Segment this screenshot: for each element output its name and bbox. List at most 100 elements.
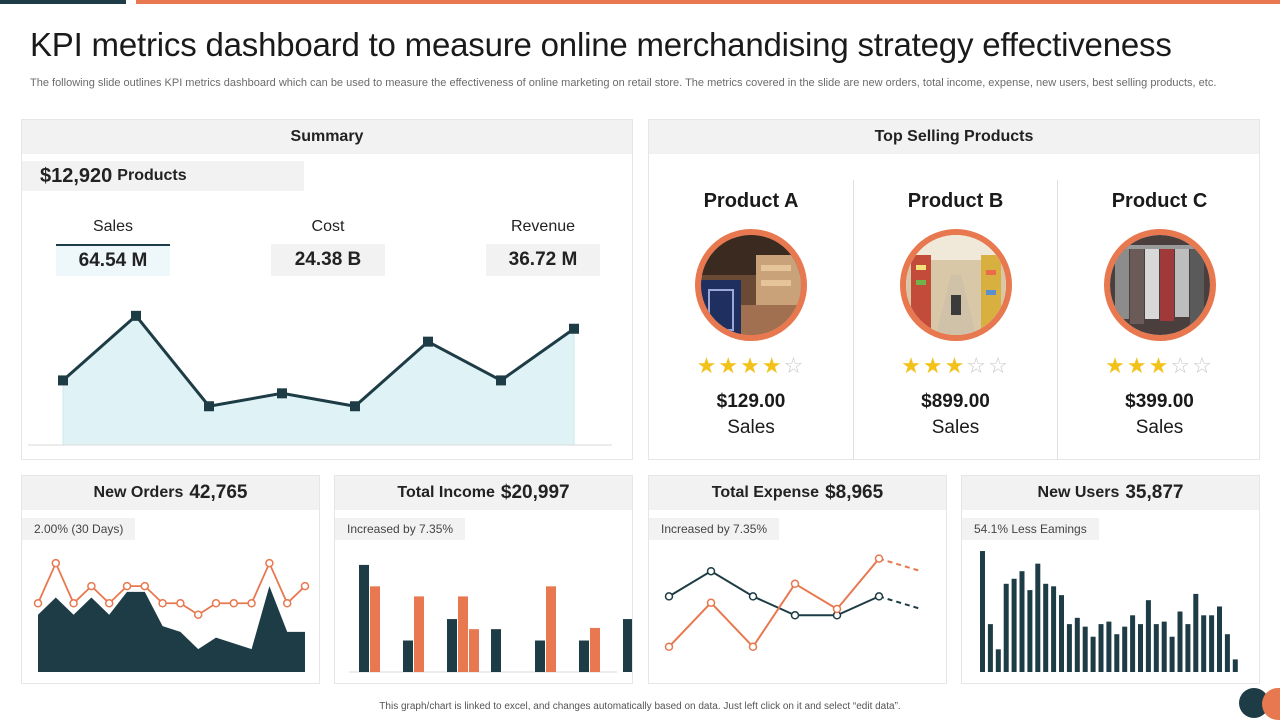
star-filled-icon: ★ xyxy=(696,353,719,378)
bar xyxy=(1098,624,1104,672)
data-point xyxy=(176,599,185,608)
data-point xyxy=(58,375,68,386)
bar xyxy=(579,640,589,672)
product-price: $399.00 xyxy=(1125,391,1194,412)
footer-note: This graph/chart is linked to excel, and… xyxy=(379,701,901,712)
total-expense-card: Total Expense $8,965 Increased by 7.35% xyxy=(648,475,947,684)
data-point xyxy=(33,599,43,608)
rating-stars: ★★★☆☆ xyxy=(1058,353,1261,379)
data-point xyxy=(874,592,884,601)
line-series xyxy=(37,560,306,616)
top-accent-bar-dark xyxy=(0,0,126,4)
store-aisle-photo-icon xyxy=(695,229,807,341)
star-empty-icon: ☆ xyxy=(783,353,806,378)
new-users-chart[interactable] xyxy=(962,546,1259,674)
bar xyxy=(458,596,468,672)
series-forecast-line xyxy=(878,557,922,573)
bar xyxy=(1059,595,1064,672)
bar xyxy=(546,586,556,672)
summary-area-chart[interactable] xyxy=(22,290,632,450)
metric-sales-label: Sales xyxy=(92,218,134,235)
bar xyxy=(469,629,479,672)
star-filled-icon: ★ xyxy=(761,353,784,378)
bar xyxy=(1082,626,1088,672)
data-point xyxy=(204,401,214,412)
star-filled-icon: ★ xyxy=(944,353,967,378)
metric-revenue[interactable]: Revenue 36.72 M xyxy=(486,218,600,276)
bar xyxy=(987,624,993,672)
bar xyxy=(491,629,501,672)
data-point xyxy=(790,611,800,620)
bar xyxy=(1217,606,1222,672)
product-name: Product C xyxy=(1111,190,1208,212)
products-amount: $12,920 xyxy=(40,164,113,187)
star-empty-icon: ☆ xyxy=(966,353,989,378)
star-empty-icon: ☆ xyxy=(1170,353,1193,378)
data-point xyxy=(122,581,132,591)
product-card-a[interactable]: Product A ★★★★☆ $129.00 Sales xyxy=(649,180,853,460)
data-point xyxy=(277,388,287,399)
data-point xyxy=(748,642,758,652)
card-value: 35,877 xyxy=(1125,482,1184,503)
products-total: $12,920 Products xyxy=(22,161,304,191)
metric-cost-value: 24.38 B xyxy=(271,244,385,276)
metric-sales[interactable]: Sales 64.54 M xyxy=(56,218,170,276)
area-series xyxy=(38,586,305,672)
card-header: Total Income $20,997 xyxy=(335,476,632,510)
card-header: New Users 35,877 xyxy=(962,476,1259,510)
total-income-chart[interactable] xyxy=(335,546,632,674)
total-expense-chart[interactable] xyxy=(649,546,946,674)
product-sales-label: Sales xyxy=(931,417,980,438)
data-point xyxy=(496,375,506,386)
data-point xyxy=(748,592,758,601)
bar xyxy=(1145,600,1151,672)
bar xyxy=(370,586,380,672)
series-line xyxy=(668,557,880,649)
bar xyxy=(1169,636,1175,672)
data-point xyxy=(87,581,96,591)
data-point xyxy=(569,323,579,334)
bar xyxy=(535,640,545,672)
data-point xyxy=(265,558,274,568)
product-sales-label: Sales xyxy=(1135,417,1184,438)
bar xyxy=(1043,583,1049,672)
new-users-card: New Users 35,877 54.1% Less Eamings xyxy=(961,475,1260,684)
data-point xyxy=(211,599,221,608)
bar xyxy=(995,649,1001,672)
clothing-rack-photo-icon xyxy=(1103,229,1216,341)
star-filled-icon: ★ xyxy=(1148,353,1171,378)
rating-stars: ★★★★☆ xyxy=(649,353,853,379)
bar xyxy=(1090,636,1096,672)
star-filled-icon: ★ xyxy=(1105,353,1127,378)
product-card-b[interactable]: Product B ★★★☆☆ $899.00 Sales xyxy=(853,180,1057,460)
bar xyxy=(1232,659,1238,672)
bar xyxy=(1161,621,1167,672)
data-point xyxy=(706,566,716,576)
bar xyxy=(1051,586,1057,672)
star-filled-icon: ★ xyxy=(718,353,741,378)
data-point xyxy=(131,310,141,321)
product-price: $129.00 xyxy=(716,391,786,412)
series-forecast-line xyxy=(878,595,922,610)
bar xyxy=(1114,634,1120,672)
metric-revenue-label: Revenue xyxy=(510,218,576,235)
product-name: Product A xyxy=(703,190,799,212)
new-orders-chart[interactable] xyxy=(22,546,319,674)
data-point xyxy=(874,554,884,563)
series-line xyxy=(62,313,575,408)
metric-cost[interactable]: Cost 24.38 B xyxy=(271,218,385,276)
star-filled-icon: ★ xyxy=(1126,353,1149,378)
bar xyxy=(1138,624,1143,672)
product-card-c[interactable]: Product C ★★★☆☆ $399.00 Sales xyxy=(1057,180,1261,460)
top-accent-bar-orange xyxy=(136,0,1280,4)
bar xyxy=(403,640,413,672)
bar xyxy=(590,627,600,672)
page-subtitle: The following slide outlines KPI metrics… xyxy=(30,77,1217,89)
card-header: Total Expense $8,965 xyxy=(649,476,946,510)
bar xyxy=(414,596,424,672)
data-point xyxy=(664,642,674,652)
data-point xyxy=(69,599,78,608)
bar xyxy=(1019,571,1025,672)
summary-panel: Summary $12,920 Products Sales 64.54 M C… xyxy=(21,119,633,460)
bar xyxy=(1066,624,1072,672)
